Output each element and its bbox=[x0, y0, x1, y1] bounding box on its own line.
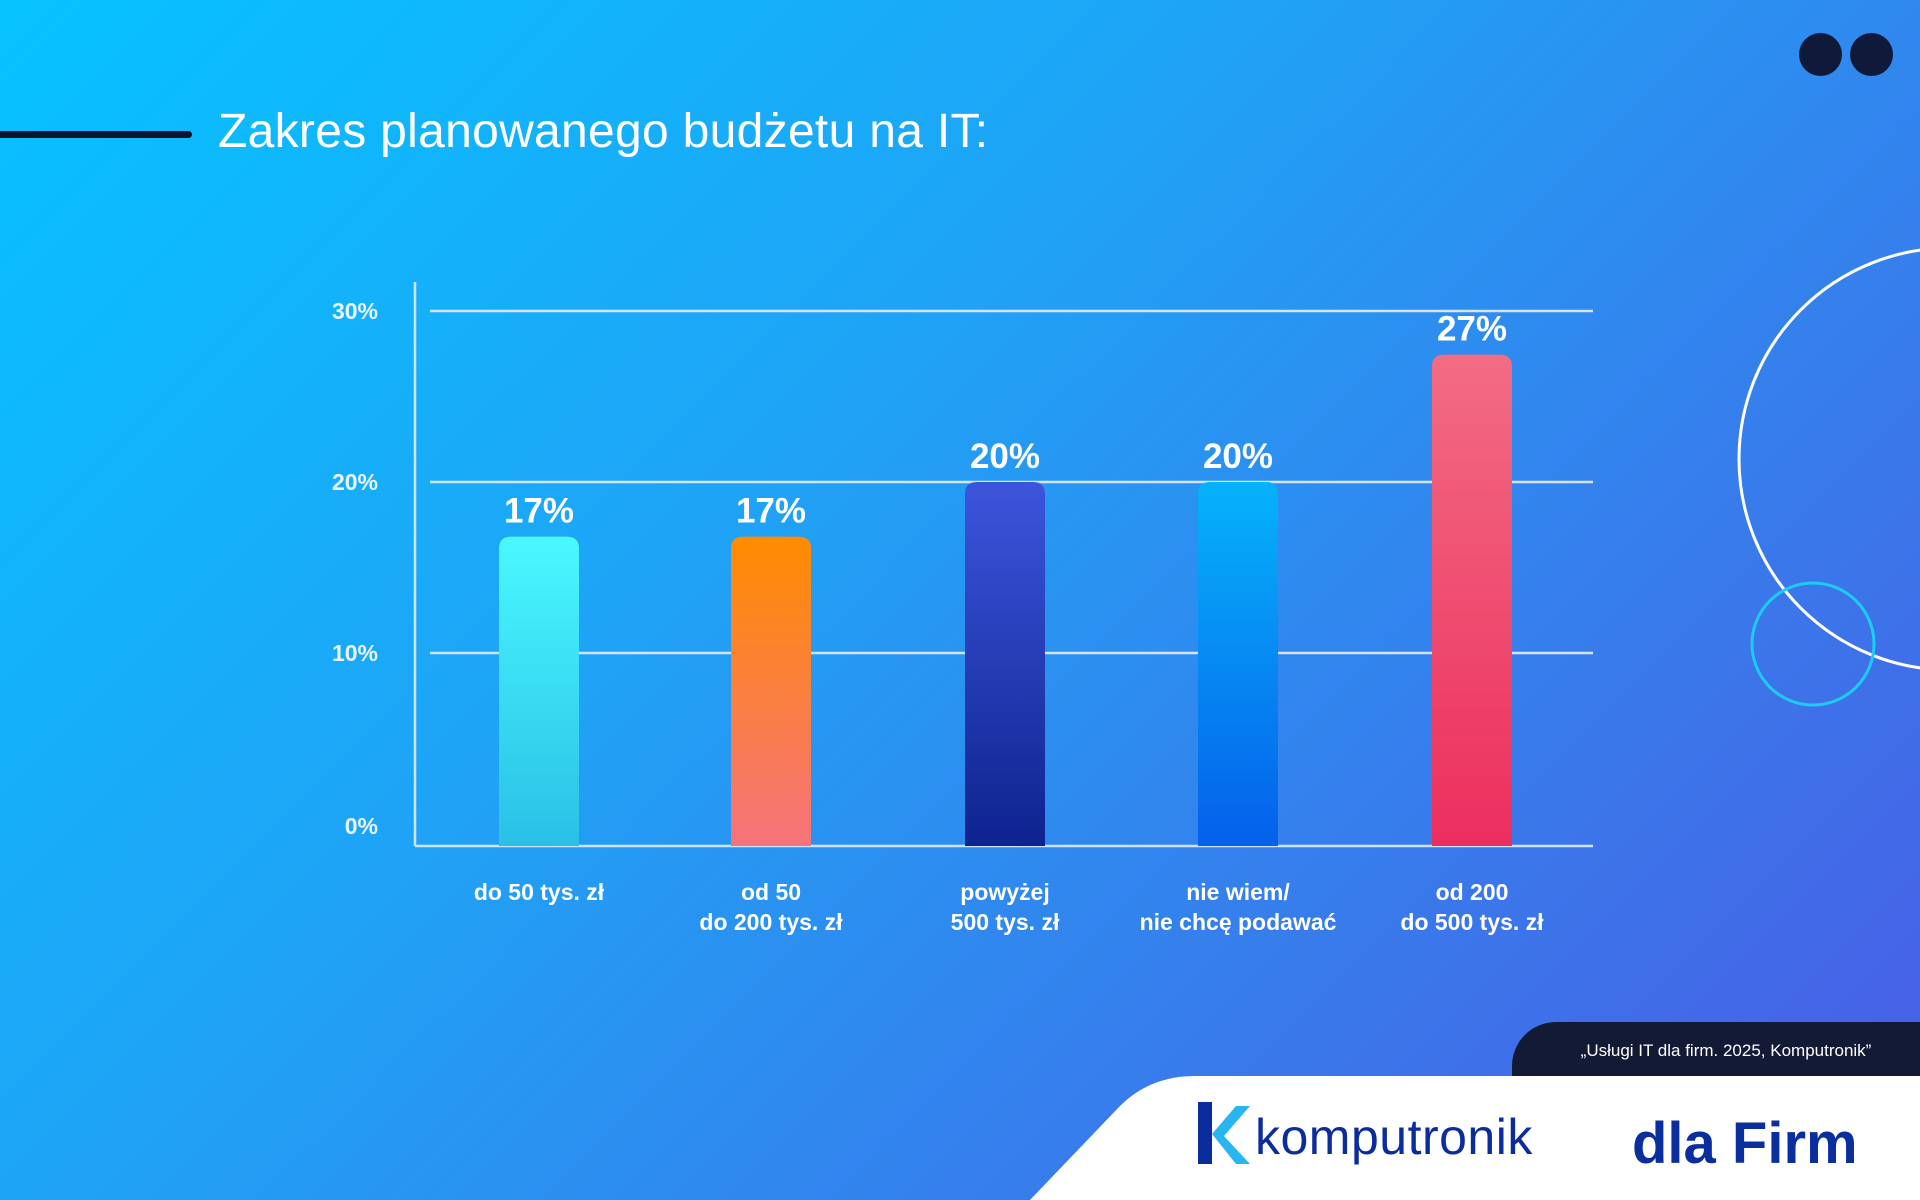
bar-chart: 0% 10% 20% 30% 17% do 50 tys. zł 17% od 50 do 20… bbox=[331, 282, 1593, 935]
decor-circle-small bbox=[1750, 581, 1876, 707]
category-label: do 500 tys. zł bbox=[1400, 909, 1544, 935]
category-label: od 50 bbox=[741, 879, 801, 905]
y-tick-label: 30% bbox=[332, 298, 378, 324]
decor-dot bbox=[1799, 33, 1842, 76]
category-label: 500 tys. zł bbox=[951, 909, 1060, 935]
footer-panel bbox=[1030, 1076, 1920, 1200]
category-label: od 200 bbox=[1436, 879, 1509, 905]
y-tick-label: 0% bbox=[345, 813, 378, 839]
bar bbox=[1198, 482, 1278, 846]
bar bbox=[965, 482, 1045, 846]
komputronik-logo-icon bbox=[1198, 1102, 1250, 1164]
y-tick-label: 20% bbox=[332, 469, 378, 495]
category-label: do 200 tys. zł bbox=[699, 909, 843, 935]
y-tick-label: 10% bbox=[332, 640, 378, 666]
value-label: 20% bbox=[970, 437, 1040, 476]
decor-dot bbox=[1850, 33, 1893, 76]
value-label: 27% bbox=[1437, 310, 1507, 349]
page-title: Zakres planowanego budżetu na IT: bbox=[218, 105, 989, 158]
category-label: do 50 tys. zł bbox=[474, 879, 605, 905]
bar bbox=[731, 536, 811, 846]
category-label: powyżej bbox=[960, 879, 1049, 905]
value-label: 20% bbox=[1203, 437, 1273, 476]
brand-name: komputronik bbox=[1255, 1109, 1533, 1165]
decor-circle-large bbox=[1737, 248, 1920, 670]
title-accent-line bbox=[0, 131, 192, 138]
brand-suffix: dla Firm bbox=[1632, 1111, 1858, 1176]
category-label: nie wiem/ bbox=[1186, 879, 1290, 905]
bar bbox=[499, 536, 579, 846]
bar bbox=[1432, 354, 1512, 846]
category-label: nie chcę podawać bbox=[1140, 909, 1337, 935]
value-label: 17% bbox=[736, 492, 806, 531]
value-label: 17% bbox=[504, 492, 574, 531]
source-note: „Usługi IT dla firm. 2025, Komputronik” bbox=[1512, 1022, 1920, 1080]
